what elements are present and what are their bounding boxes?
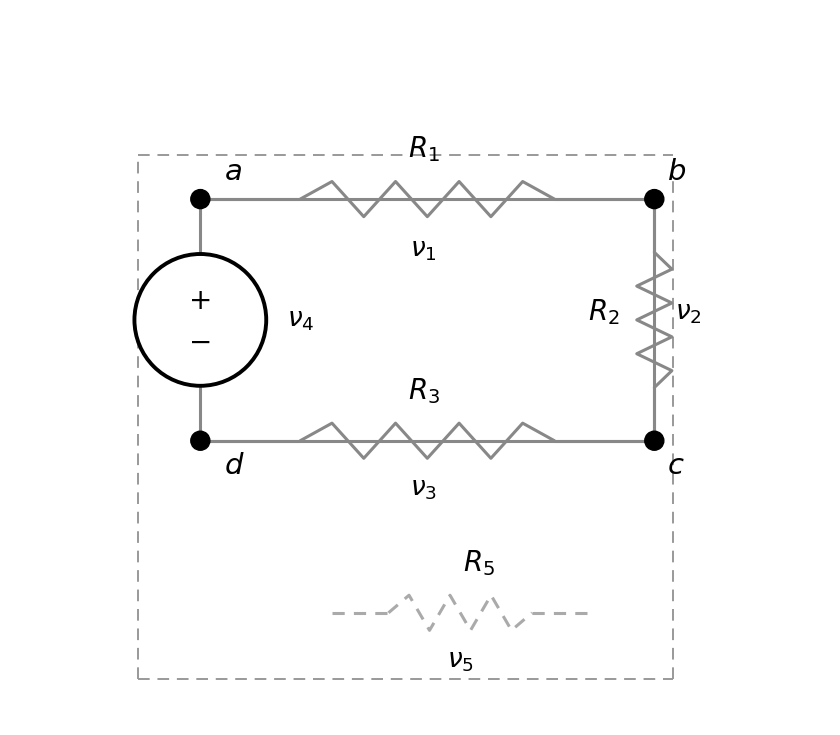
- Text: $\nu_4$: $\nu_4$: [286, 307, 314, 333]
- Text: $\nu_5$: $\nu_5$: [447, 648, 474, 674]
- Text: $b$: $b$: [668, 158, 686, 186]
- Text: $\nu_3$: $\nu_3$: [410, 476, 437, 502]
- Text: $d$: $d$: [223, 452, 244, 480]
- Text: $\nu_2$: $\nu_2$: [675, 300, 701, 326]
- Circle shape: [134, 254, 266, 386]
- Text: +: +: [189, 287, 212, 315]
- Text: −: −: [189, 329, 212, 357]
- Text: $R_5$: $R_5$: [463, 548, 495, 578]
- Circle shape: [645, 190, 664, 209]
- Text: $a$: $a$: [223, 158, 242, 186]
- Circle shape: [191, 431, 210, 451]
- Text: $\nu_1$: $\nu_1$: [410, 237, 437, 263]
- Circle shape: [191, 190, 210, 209]
- Text: $c$: $c$: [668, 452, 685, 480]
- Text: $R_1$: $R_1$: [407, 135, 439, 164]
- Text: $R_2$: $R_2$: [587, 298, 619, 328]
- Text: $R_3$: $R_3$: [407, 376, 439, 406]
- Circle shape: [645, 431, 664, 451]
